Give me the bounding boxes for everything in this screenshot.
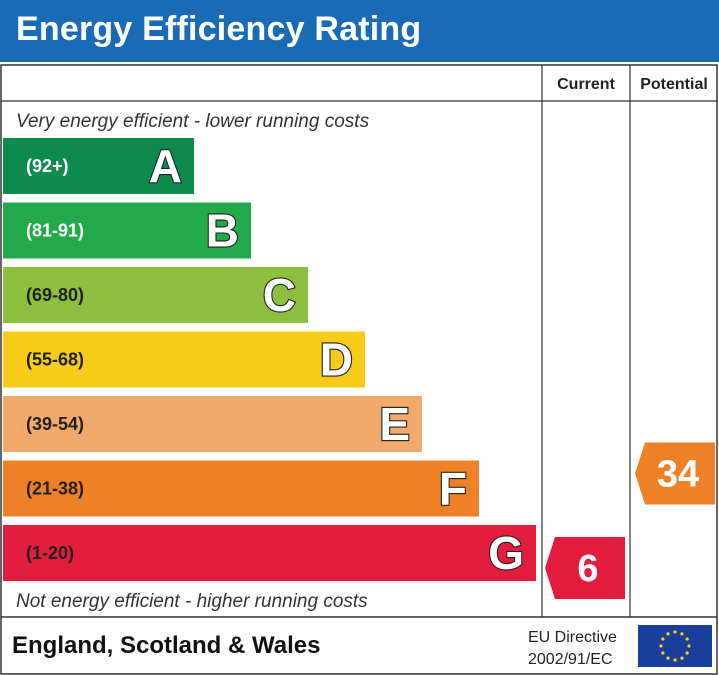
- band-g: (1-20) G: [3, 525, 536, 581]
- band-letter-d: D: [320, 334, 353, 386]
- inefficient-note: Not energy efficient - higher running co…: [16, 591, 368, 612]
- current-rating-value: 6: [577, 548, 598, 590]
- eu-directive-number: 2002/91/EC: [528, 651, 613, 668]
- band-letter-b: B: [206, 205, 239, 257]
- band-letter-c: C: [263, 269, 296, 321]
- band-a: (92+) A: [3, 138, 194, 194]
- header-bar: Energy Efficiency Rating: [0, 0, 719, 62]
- band-letter-a: A: [149, 140, 182, 192]
- band-range-b: (81-91): [26, 221, 84, 241]
- band-d: (55-68) D: [3, 331, 365, 388]
- current-rating-arrow: [545, 537, 625, 599]
- band-letter-f: F: [439, 463, 467, 515]
- eu-flag-icon: [638, 625, 712, 667]
- band-bar-e: [3, 396, 422, 452]
- rating-bands: (92+) A (81-91) B (69-80) C (55-68) D (39-54) E (2…: [3, 138, 536, 581]
- band-range-c: (69-80): [26, 285, 84, 305]
- current-column-header: Current: [557, 76, 615, 93]
- efficient-note: Very energy efficient - lower running co…: [16, 111, 370, 132]
- potential-rating-value: 34: [657, 454, 699, 496]
- band-range-f: (21-38): [26, 479, 84, 499]
- band-e: (39-54) E: [3, 396, 422, 452]
- rating-indicators: 6 34: [545, 442, 715, 599]
- band-f: (21-38) F: [3, 460, 479, 517]
- page-title: Energy Efficiency Rating: [16, 10, 422, 48]
- band-c: (69-80) C: [3, 267, 308, 323]
- chart-frame: [0, 64, 718, 675]
- potential-rating-arrow: [635, 442, 715, 505]
- eu-directive-label: EU Directive: [528, 629, 617, 646]
- band-b: (81-91) B: [3, 202, 251, 259]
- band-range-a: (92+): [26, 156, 69, 176]
- band-letter-g: G: [488, 527, 524, 579]
- band-bar-a: [3, 138, 194, 194]
- band-bar-c: [3, 267, 308, 323]
- potential-rating: 34: [635, 442, 715, 505]
- band-range-g: (1-20): [26, 543, 74, 563]
- current-rating: 6: [545, 537, 625, 599]
- potential-column-header: Potential: [640, 76, 708, 93]
- band-bar-f: [3, 460, 479, 517]
- region-label: England, Scotland & Wales: [12, 632, 320, 659]
- band-bar-d: [3, 331, 365, 388]
- band-range-d: (55-68): [26, 350, 84, 370]
- band-bar-b: [3, 202, 251, 259]
- band-range-e: (39-54): [26, 414, 84, 434]
- band-bar-g: [3, 525, 536, 581]
- band-letter-e: E: [379, 398, 410, 450]
